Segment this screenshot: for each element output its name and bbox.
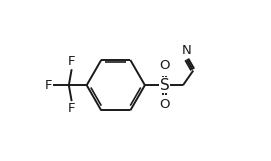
Text: O: O xyxy=(159,98,170,111)
Text: N: N xyxy=(182,44,191,57)
Text: O: O xyxy=(159,59,170,72)
Text: S: S xyxy=(160,78,169,93)
Text: F: F xyxy=(68,102,75,115)
Text: F: F xyxy=(45,79,53,92)
Text: F: F xyxy=(68,56,75,68)
